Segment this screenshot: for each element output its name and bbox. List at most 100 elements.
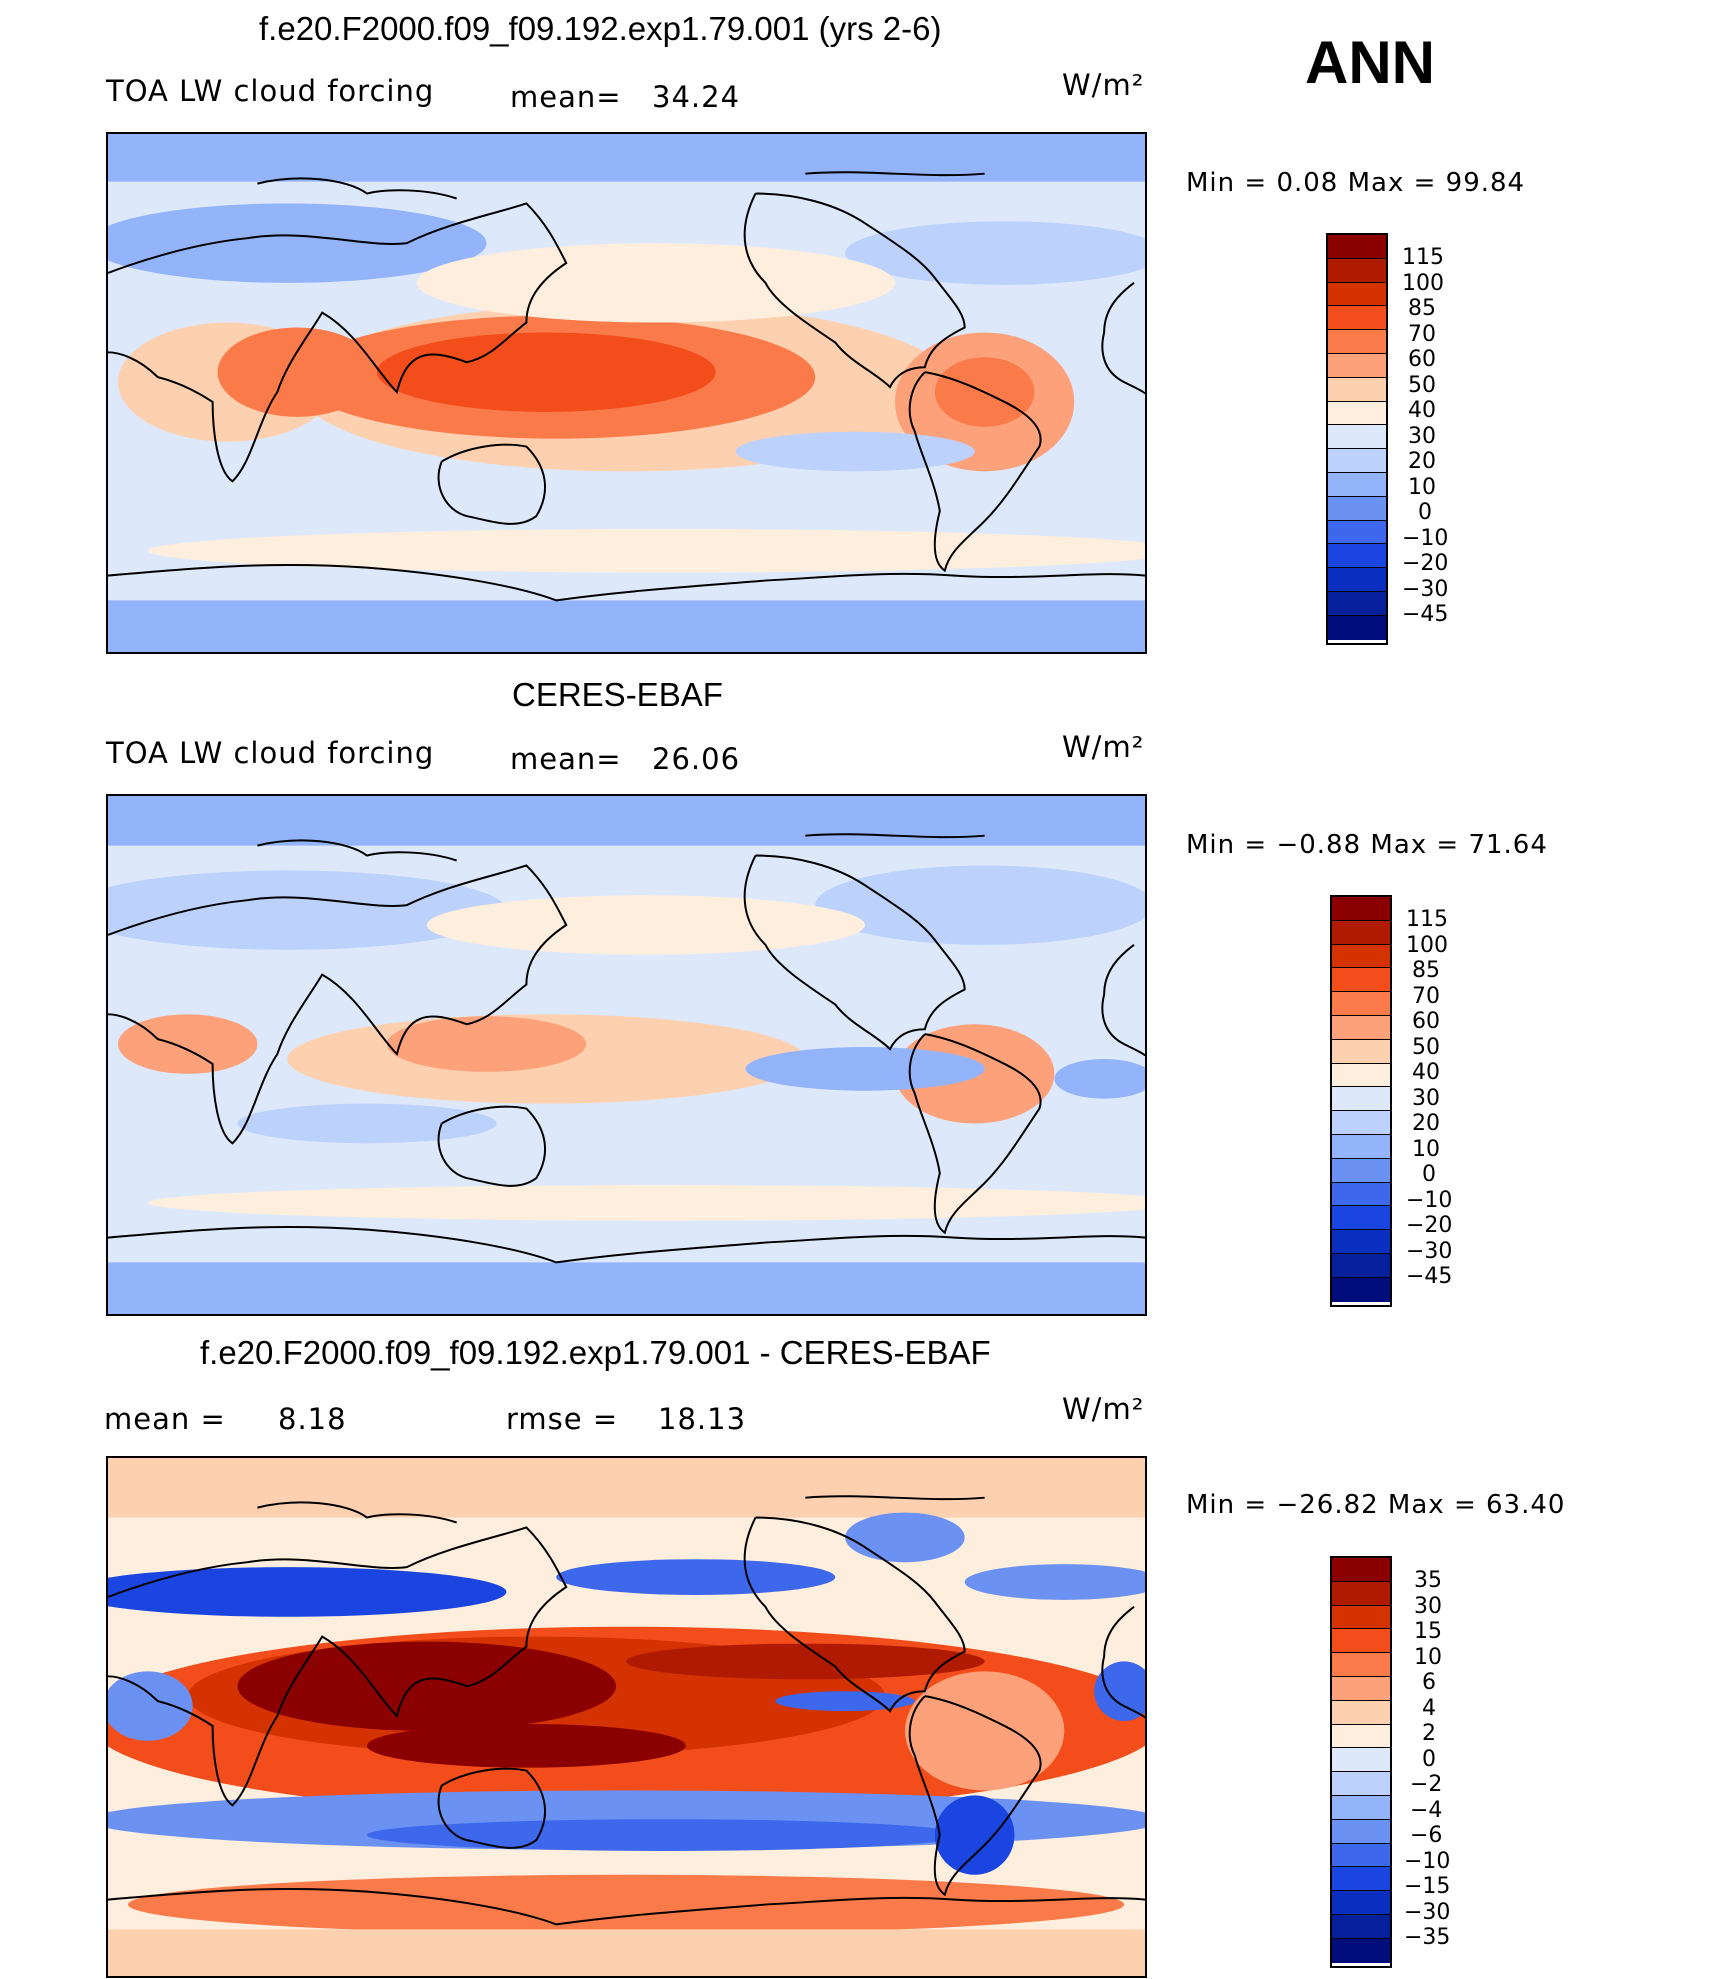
colorbar-diff-swatch <box>1332 1724 1390 1749</box>
colorbar-diff-tick: −35 <box>1404 1925 1451 1950</box>
colorbar-diff-tick: 2 <box>1422 1721 1436 1746</box>
colorbar-model-swatch <box>1328 568 1386 592</box>
colorbar-model-tick: 40 <box>1408 398 1436 423</box>
map-model <box>106 132 1147 654</box>
colorbar-diff-swatch <box>1332 1676 1390 1701</box>
panel-diff-rmse-label: rmse = <box>506 1402 619 1436</box>
panel-diff-mean-label: mean = <box>104 1402 226 1436</box>
colorbar-model-swatch <box>1328 258 1386 283</box>
colorbar-obs-swatch <box>1332 1253 1390 1278</box>
colorbar-model-tick: 10 <box>1408 475 1436 500</box>
panel-diff-mean-value: 8.18 <box>278 1402 347 1436</box>
colorbar-model-tick: 60 <box>1408 347 1436 372</box>
colorbar-diff <box>1330 1556 1392 1968</box>
colorbar-model-swatch <box>1328 235 1386 259</box>
colorbar-obs-swatch <box>1332 1063 1390 1088</box>
colorbar-obs-tick: 60 <box>1412 1009 1440 1034</box>
colorbar-diff-tick: −15 <box>1404 1874 1451 1899</box>
colorbar-model-tick: 30 <box>1408 424 1436 449</box>
colorbar-model-tick: −30 <box>1402 577 1449 602</box>
colorbar-model-swatch <box>1328 449 1386 473</box>
colorbar-diff-swatch <box>1332 1843 1390 1868</box>
colorbar-model-swatch <box>1328 472 1386 497</box>
colorbar-obs-swatch <box>1332 968 1390 993</box>
colorbar-obs-tick: 85 <box>1412 958 1440 983</box>
colorbar-model-swatch <box>1328 330 1386 354</box>
colorbar-diff-swatch <box>1332 1700 1390 1725</box>
colorbar-obs-swatch <box>1332 992 1390 1016</box>
panel-diff-title: f.e20.F2000.f09_f09.192.exp1.79.001 - CE… <box>200 1334 991 1371</box>
colorbar-model-tick: 115 <box>1402 245 1444 270</box>
colorbar-obs-swatch <box>1332 944 1390 969</box>
season-label: ANN <box>1305 29 1435 96</box>
colorbar-diff-tick: 35 <box>1414 1568 1442 1593</box>
panel-obs-mean-label: mean= <box>510 742 622 776</box>
colorbar-obs-swatch <box>1332 1134 1390 1159</box>
colorbar-model-swatch <box>1328 591 1386 616</box>
colorbar-obs-tick: 10 <box>1412 1137 1440 1162</box>
colorbar-diff-swatch <box>1332 1914 1390 1939</box>
colorbar-diff-swatch <box>1332 1581 1390 1606</box>
colorbar-diff-tick: 4 <box>1422 1696 1436 1721</box>
colorbar-diff-tick: −30 <box>1404 1900 1451 1925</box>
colorbar-obs-swatch <box>1332 897 1390 921</box>
panel-obs-minmax: Min = −0.88 Max = 71.64 <box>1186 830 1548 860</box>
colorbar-obs-tick: 40 <box>1412 1060 1440 1085</box>
colorbar-diff-tick: 10 <box>1414 1645 1442 1670</box>
colorbar-diff-tick: −4 <box>1410 1798 1443 1823</box>
panel-model-mean-value: 34.24 <box>652 80 741 114</box>
colorbar-diff-swatch <box>1332 1653 1390 1677</box>
colorbar-obs-tick: 115 <box>1406 907 1448 932</box>
colorbar-obs-swatch <box>1332 1015 1390 1040</box>
colorbar-diff-swatch <box>1332 1629 1390 1654</box>
colorbar-diff-tick: −2 <box>1410 1772 1443 1797</box>
colorbar-diff-tick: 15 <box>1414 1619 1442 1644</box>
colorbar-obs-swatch <box>1332 1087 1390 1112</box>
colorbar-model-tick: 0 <box>1418 500 1432 525</box>
colorbar-obs-tick: 50 <box>1412 1035 1440 1060</box>
colorbar-diff-tick: 6 <box>1422 1670 1436 1695</box>
colorbar-model-swatch <box>1328 520 1386 545</box>
panel-diff-units: W/m² <box>1062 1392 1145 1426</box>
panel-model-variable: TOA LW cloud forcing <box>106 74 435 108</box>
colorbar-obs-swatch <box>1332 1277 1390 1302</box>
colorbar-diff-tick: −6 <box>1410 1823 1443 1848</box>
panel-model-mean-label: mean= <box>510 80 622 114</box>
colorbar-diff-swatch <box>1332 1867 1390 1892</box>
colorbar-model-swatch <box>1328 306 1386 331</box>
colorbar-obs-tick: −10 <box>1406 1188 1453 1213</box>
colorbar-model-swatch <box>1328 615 1386 640</box>
colorbar-diff-tick: 30 <box>1414 1594 1442 1619</box>
colorbar-diff-tick: 0 <box>1422 1747 1436 1772</box>
colorbar-obs-tick: 0 <box>1422 1162 1436 1187</box>
panel-obs-mean-value: 26.06 <box>652 742 741 776</box>
colorbar-diff-swatch <box>1332 1891 1390 1915</box>
panel-diff-minmax: Min = −26.82 Max = 63.40 <box>1186 1490 1566 1520</box>
colorbar-model-swatch <box>1328 282 1386 307</box>
panel-model-units: W/m² <box>1062 68 1145 102</box>
colorbar-obs-tick: −45 <box>1406 1264 1453 1289</box>
map-diff <box>106 1456 1147 1978</box>
colorbar-diff-swatch <box>1332 1795 1390 1820</box>
colorbar-model-tick: 20 <box>1408 449 1436 474</box>
panel-obs-units: W/m² <box>1062 730 1145 764</box>
colorbar-diff-swatch <box>1332 1558 1390 1582</box>
colorbar-model <box>1326 233 1388 645</box>
colorbar-obs-swatch <box>1332 920 1390 945</box>
colorbar-diff-swatch <box>1332 1772 1390 1796</box>
colorbar-model-swatch <box>1328 401 1386 426</box>
colorbar-model-tick: 100 <box>1402 271 1444 296</box>
panel-obs-variable: TOA LW cloud forcing <box>106 736 435 770</box>
colorbar-obs-tick: 20 <box>1412 1111 1440 1136</box>
colorbar-obs-swatch <box>1332 1230 1390 1254</box>
colorbar-obs-swatch <box>1332 1182 1390 1207</box>
panel-diff-rmse-value: 18.13 <box>658 1402 747 1436</box>
panel-model-minmax: Min = 0.08 Max = 99.84 <box>1186 168 1526 198</box>
colorbar-model-swatch <box>1328 425 1386 450</box>
colorbar-obs-tick: 70 <box>1412 984 1440 1009</box>
colorbar-obs-swatch <box>1332 1039 1390 1064</box>
colorbar-diff-swatch <box>1332 1938 1390 1963</box>
colorbar-obs-tick: 30 <box>1412 1086 1440 1111</box>
colorbar-obs-swatch <box>1332 1158 1390 1183</box>
colorbar-model-tick: −10 <box>1402 526 1449 551</box>
